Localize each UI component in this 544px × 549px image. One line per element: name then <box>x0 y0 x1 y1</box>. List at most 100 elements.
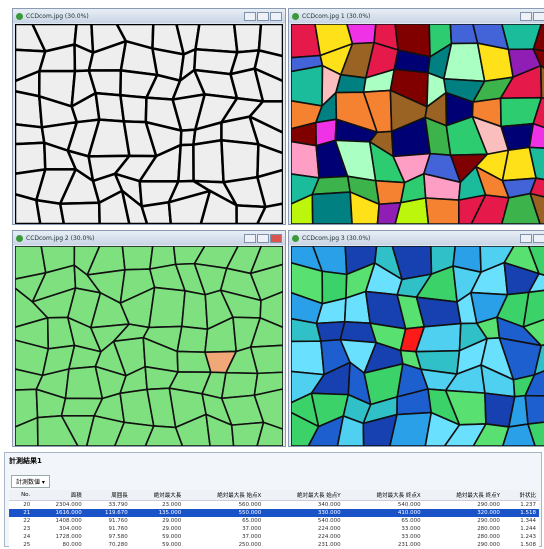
table-cell: 1.243 <box>503 533 539 541</box>
title-bar: CCDcom.jpg (30.0%) <box>13 9 285 23</box>
window-icon <box>16 235 23 242</box>
grain <box>196 24 238 52</box>
window-buttons <box>244 12 282 21</box>
table-cell: 1.237 <box>503 501 539 510</box>
image-window: CCDcom.jpg 2 (30.0%) <box>12 230 286 447</box>
table-cell: 290.000 <box>424 517 503 525</box>
table-cell: 70.280 <box>85 541 131 549</box>
grain <box>291 142 319 178</box>
table-cell: 21 <box>9 509 33 517</box>
table-cell: 33.000 <box>344 525 424 533</box>
table-cell: 65.000 <box>184 517 264 525</box>
grain <box>291 66 323 106</box>
grain <box>182 291 208 329</box>
window-button[interactable] <box>244 234 256 243</box>
window-button[interactable] <box>533 234 544 243</box>
grain <box>347 24 376 44</box>
grain <box>390 413 431 446</box>
window-button[interactable] <box>520 234 532 243</box>
image-view <box>15 246 283 446</box>
column-header: 面積 <box>33 490 85 501</box>
table-cell: 33.000 <box>344 533 424 541</box>
table-cell: 1728.000 <box>33 533 85 541</box>
table-cell: 340.000 <box>264 501 343 510</box>
table-cell: 37.000 <box>184 525 264 533</box>
table-cell: 1.518 <box>503 509 539 517</box>
table-cell: 224.000 <box>264 533 343 541</box>
table-cell: 37.000 <box>184 533 264 541</box>
grain <box>478 43 513 81</box>
table-cell: 540.000 <box>264 517 343 525</box>
image-window: CCDcom.jpg (30.0%) <box>12 8 286 225</box>
column-header: 周囲長 <box>85 490 131 501</box>
table-cell: 224.000 <box>264 525 343 533</box>
grain <box>336 75 366 93</box>
grain <box>417 297 461 327</box>
grain <box>15 124 44 144</box>
window-buttons <box>520 234 544 243</box>
column-header: 絶対最大長 始点X <box>184 490 264 501</box>
image-window: CCDcom.jpg 1 (30.0%) <box>288 8 544 225</box>
table-cell: 80.000 <box>33 541 85 549</box>
table-cell: 24 <box>9 533 33 541</box>
window-icon <box>292 13 299 20</box>
table-cell: 20 <box>9 501 33 510</box>
grain <box>15 91 42 127</box>
grain <box>120 95 146 122</box>
grain <box>142 202 171 224</box>
grain <box>60 203 99 224</box>
results-tab[interactable]: 計測数値 ▾ <box>11 475 50 488</box>
table-cell: 231.000 <box>264 541 343 549</box>
window-title: CCDcom.jpg 1 (30.0%) <box>302 13 370 20</box>
window-button[interactable] <box>533 12 544 21</box>
window-button[interactable] <box>244 12 256 21</box>
table-cell: 1.344 <box>503 517 539 525</box>
column-header: 絶対最大長 始点Y <box>264 490 343 501</box>
window-buttons <box>520 12 544 21</box>
window-icon <box>292 235 299 242</box>
window-title: CCDcom.jpg 3 (30.0%) <box>302 235 370 242</box>
table-cell: 280.000 <box>424 525 503 533</box>
title-bar: CCDcom.jpg 3 (30.0%) <box>289 231 544 245</box>
table-cell: 290.000 <box>424 501 503 510</box>
table-cell: 91.760 <box>85 517 131 525</box>
window-button[interactable] <box>520 12 532 21</box>
table-cell: 135.000 <box>131 509 185 517</box>
window-buttons <box>244 234 282 243</box>
table-cell: 59.000 <box>131 533 185 541</box>
grain <box>312 192 352 224</box>
table-cell: 2304.000 <box>33 501 85 510</box>
results-title: 計測結果1 <box>5 453 541 469</box>
table-cell: 1.508 <box>503 541 539 549</box>
table-cell: 91.760 <box>85 525 131 533</box>
window-button[interactable] <box>270 234 282 243</box>
table-cell: 25 <box>9 541 33 549</box>
table-cell: 280.000 <box>424 533 503 541</box>
table-cell: 23.000 <box>131 501 185 510</box>
grain <box>177 326 207 352</box>
window-button[interactable] <box>270 12 282 21</box>
table-cell: 119.670 <box>85 509 131 517</box>
table-cell: 23 <box>9 525 33 533</box>
grain <box>193 140 223 182</box>
window-button[interactable] <box>257 12 269 21</box>
grain <box>178 145 193 182</box>
grain <box>291 341 324 375</box>
image-view <box>15 24 283 224</box>
title-bar: CCDcom.jpg 2 (30.0%) <box>13 231 285 245</box>
window-button[interactable] <box>257 234 269 243</box>
table-cell: 290.000 <box>424 541 503 549</box>
title-bar: CCDcom.jpg 1 (30.0%) <box>289 9 544 23</box>
table-cell: 550.000 <box>184 509 264 517</box>
image-view <box>291 24 544 224</box>
table-cell: 33.790 <box>85 501 131 510</box>
